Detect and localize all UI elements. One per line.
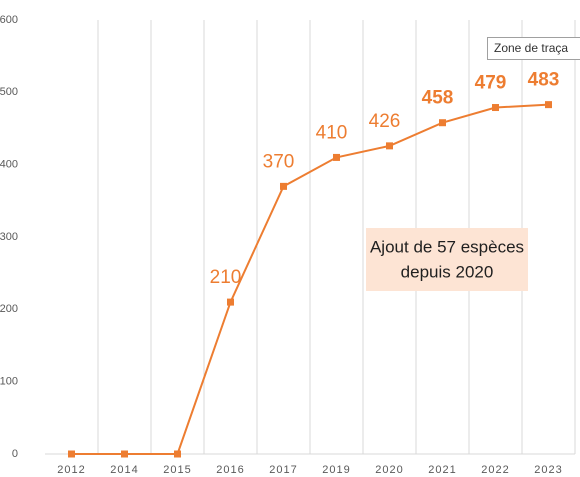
point-marker (545, 101, 552, 109)
x-tick-label: 2015 (163, 464, 191, 476)
x-tick-label: 2012 (57, 464, 85, 476)
x-tick-label: 2014 (110, 464, 138, 476)
point-marker (492, 104, 499, 112)
annotation-box (366, 228, 528, 291)
data-label: 479 (475, 73, 507, 94)
y-tick-label: 200 (0, 303, 18, 315)
tooltip-text: Zone de traça (494, 41, 568, 55)
y-tick-label: 300 (0, 231, 18, 243)
point-marker (333, 153, 340, 161)
y-tick-label: 600 (0, 14, 18, 26)
point-marker (121, 450, 128, 458)
annotation-text: Ajout de 57 espèces (370, 237, 524, 256)
x-tick-label: 2020 (375, 464, 403, 476)
series-line (71, 103, 549, 455)
point-marker (439, 119, 446, 127)
data-label: 210 (210, 267, 242, 288)
y-tick-label: 0 (12, 448, 18, 460)
tooltip-box (487, 37, 580, 60)
x-tick-label: 2022 (481, 464, 509, 476)
data-label: 410 (316, 122, 348, 143)
x-tick-label: 2016 (216, 464, 244, 476)
data-label: 426 (369, 111, 401, 132)
data-label: 458 (422, 88, 454, 109)
x-tick-label: 2023 (534, 464, 562, 476)
data-label: 370 (263, 151, 295, 172)
annotation-text: depuis 2020 (401, 262, 494, 281)
x-tick-label: 2021 (428, 464, 456, 476)
data-label: 483 (528, 70, 560, 91)
point-marker (280, 182, 287, 190)
point-marker (174, 450, 181, 458)
y-tick-label: 500 (0, 86, 18, 98)
point-marker (227, 298, 234, 306)
y-tick-label: 100 (0, 376, 18, 388)
x-tick-label: 2017 (269, 464, 297, 476)
y-tick-label: 400 (0, 159, 18, 171)
point-marker (68, 450, 75, 458)
point-marker (386, 142, 393, 150)
x-tick-label: 2019 (322, 464, 350, 476)
